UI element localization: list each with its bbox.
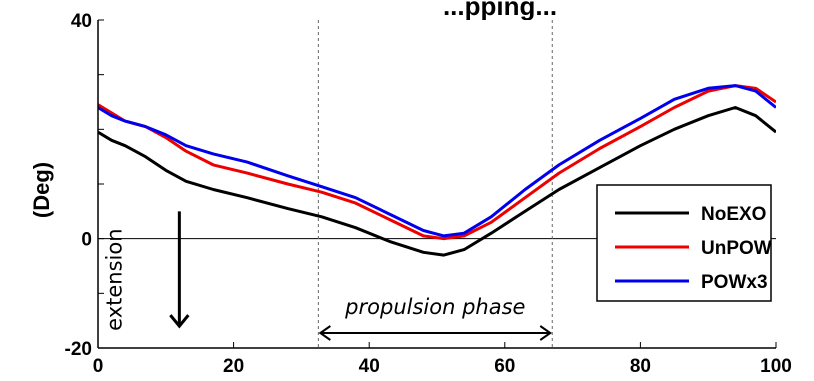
x-tick-label: 60 (494, 356, 515, 377)
propulsion-arrow-right (539, 325, 553, 341)
y-axis-label: (Deg) (29, 162, 54, 218)
legend-label-unpow: UnPOW (701, 238, 772, 259)
x-tick-label: 80 (630, 356, 651, 377)
annotations: extension propulsion phase (103, 211, 553, 341)
propulsion-arrow-left (318, 325, 331, 341)
x-tick-label: 100 (760, 356, 792, 377)
legend: NoEXO UnPOW POWx3 (596, 184, 772, 302)
series-layer (98, 84, 776, 257)
y-tick-label: -20 (65, 339, 92, 360)
series-line-noexo (98, 106, 776, 257)
x-tick-label: 0 (93, 356, 104, 377)
legend-label-noexo: NoEXO (701, 204, 766, 225)
y-tick-label: 40 (71, 11, 92, 32)
series-line-powx3 (98, 84, 776, 238)
x-tick-label: 20 (223, 356, 244, 377)
legend-label-powx3: POWx3 (701, 272, 768, 293)
extension-label: extension (103, 228, 127, 330)
chart-title: ...pping... (443, 0, 557, 21)
series-line-unpow (98, 84, 776, 241)
extension-arrow-head (169, 314, 190, 329)
y-tick-label: 0 (81, 230, 92, 251)
propulsion-label: propulsion phase (344, 295, 525, 319)
x-tick-label: 40 (359, 356, 380, 377)
